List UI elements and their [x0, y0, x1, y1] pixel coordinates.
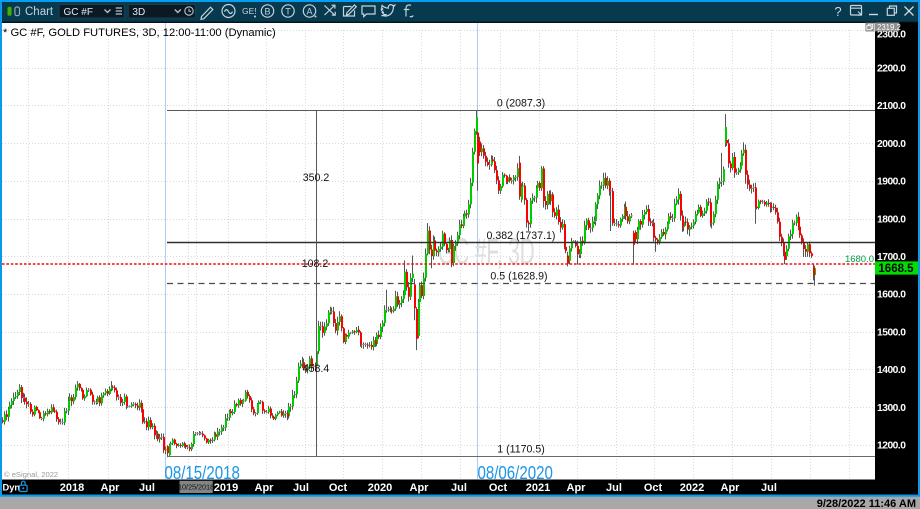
svg-text:Apr: Apr — [101, 482, 121, 494]
svg-text:10/25/2018: 10/25/2018 — [178, 483, 214, 492]
svg-text:2018: 2018 — [60, 482, 84, 494]
svg-text:0.5 (1628.9): 0.5 (1628.9) — [490, 271, 547, 283]
svg-text:1600.0: 1600.0 — [877, 290, 906, 301]
svg-text:2200.0: 2200.0 — [877, 64, 906, 75]
svg-text:108.2: 108.2 — [302, 258, 329, 270]
svg-text:3D: 3D — [132, 7, 145, 18]
svg-text:1400.0: 1400.0 — [877, 365, 906, 376]
svg-text:1900.0: 1900.0 — [877, 177, 906, 188]
svg-text:Oct: Oct — [329, 482, 348, 494]
svg-text:1700.0: 1700.0 — [877, 252, 906, 263]
svg-text:0 (2087.3): 0 (2087.3) — [497, 98, 545, 110]
svg-text:350.2: 350.2 — [303, 172, 330, 184]
svg-text:T: T — [285, 6, 291, 16]
svg-text:458.4: 458.4 — [303, 363, 330, 375]
svg-text:Jul: Jul — [761, 482, 777, 494]
svg-text:9/28/2022 11:46 AM: 9/28/2022 11:46 AM — [817, 498, 916, 509]
svg-text:1668.5: 1668.5 — [878, 263, 914, 275]
svg-text:2000.0: 2000.0 — [877, 139, 906, 150]
svg-text:* GC #F, GOLD FUTURES, 3D, 12:: * GC #F, GOLD FUTURES, 3D, 12:00-11:00 (… — [3, 27, 276, 39]
svg-text:Oct: Oct — [644, 482, 663, 494]
svg-text:B: B — [264, 6, 270, 16]
svg-text:2021: 2021 — [526, 482, 550, 494]
svg-text:Dyn: Dyn — [3, 483, 21, 493]
svg-text:1 (1170.5): 1 (1170.5) — [497, 444, 545, 456]
svg-text:2319.2: 2319.2 — [877, 23, 901, 32]
svg-text:© eSignal, 2022: © eSignal, 2022 — [4, 470, 58, 479]
svg-text:0.382 (1737.1): 0.382 (1737.1) — [487, 230, 556, 242]
svg-text:Oct: Oct — [489, 482, 508, 494]
svg-text:Chart: Chart — [25, 6, 54, 18]
svg-text:Apr: Apr — [567, 482, 587, 494]
svg-text:1300.0: 1300.0 — [877, 403, 906, 414]
svg-text:1680.0: 1680.0 — [845, 254, 874, 265]
svg-text:Jul: Jul — [293, 482, 309, 494]
svg-text:Jul: Jul — [139, 482, 155, 494]
svg-text:1800.0: 1800.0 — [877, 214, 906, 225]
svg-text:GE!: GE! — [242, 6, 257, 16]
svg-text:2020: 2020 — [368, 482, 392, 494]
svg-text:A: A — [306, 6, 312, 16]
svg-text:GC #F: GC #F — [64, 7, 93, 18]
svg-text:Apr: Apr — [721, 482, 741, 494]
svg-text:Apr: Apr — [410, 482, 430, 494]
svg-text:2019: 2019 — [214, 482, 238, 494]
svg-text:Jul: Jul — [451, 482, 467, 494]
svg-text:1200.0: 1200.0 — [877, 441, 906, 452]
svg-text:08/15/2018: 08/15/2018 — [165, 463, 240, 484]
svg-text:2300.0: 2300.0 — [877, 29, 906, 40]
svg-text:1500.0: 1500.0 — [877, 327, 906, 338]
svg-text:08/06/2020: 08/06/2020 — [478, 463, 553, 484]
svg-text:Apr: Apr — [255, 482, 275, 494]
svg-text:Jul: Jul — [606, 482, 622, 494]
svg-text:2100.0: 2100.0 — [877, 101, 906, 112]
svg-text:2022: 2022 — [680, 482, 704, 494]
svg-text:?: ? — [834, 4, 841, 19]
